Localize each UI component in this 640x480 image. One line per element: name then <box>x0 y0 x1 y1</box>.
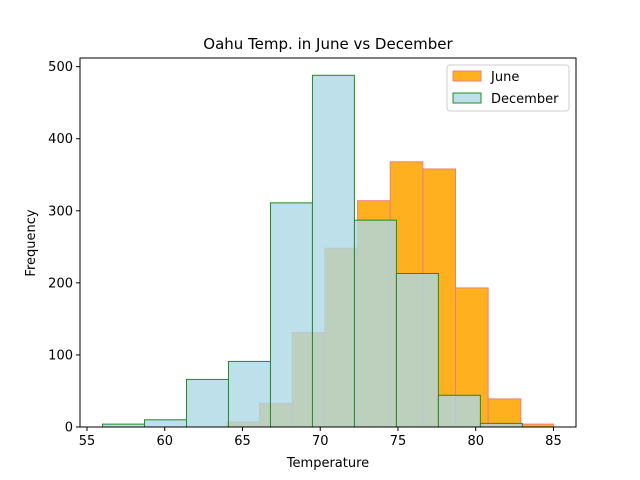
x-tick-label: 80 <box>467 434 484 449</box>
plot-area: 55 60 65 70 75 80 85 0 100 200 300 400 500 <box>48 57 577 449</box>
legend-swatch-december <box>452 92 482 104</box>
legend-label-december: December <box>491 92 559 107</box>
legend-label-june: June <box>490 70 519 85</box>
bar-december-5 <box>311 74 355 428</box>
y-tick-label: 400 <box>48 132 73 147</box>
x-tick-label: 85 <box>545 434 562 449</box>
bar-december-7 <box>395 272 439 428</box>
bar-december-8 <box>437 394 481 428</box>
bar-june-8 <box>487 398 522 428</box>
legend: June December <box>446 64 570 112</box>
bar-december-4 <box>269 202 313 428</box>
x-tick-label: 55 <box>79 434 96 449</box>
bar-december-9 <box>479 422 523 428</box>
bar-december-1 <box>144 419 188 428</box>
x-tick-label: 70 <box>312 434 329 449</box>
bar-december-3 <box>227 360 271 428</box>
bar-december-6 <box>353 219 397 428</box>
x-axis-label: Temperature <box>286 456 369 471</box>
y-axis-label: Frequency <box>24 209 39 276</box>
x-tick-label: 65 <box>234 434 251 449</box>
bar-december-2 <box>186 378 229 428</box>
legend-swatch-june <box>452 70 482 82</box>
chart-title: Oahu Temp. in June vs December <box>203 35 453 53</box>
x-tick-label: 60 <box>156 434 173 449</box>
x-tick-label: 75 <box>390 434 407 449</box>
y-tick-label: 300 <box>48 204 73 219</box>
y-tick-label: 200 <box>48 276 73 291</box>
y-tick-label: 0 <box>65 421 73 436</box>
y-tick-label: 500 <box>48 60 73 75</box>
axes-frame <box>79 57 577 428</box>
y-tick-label: 100 <box>48 348 73 363</box>
